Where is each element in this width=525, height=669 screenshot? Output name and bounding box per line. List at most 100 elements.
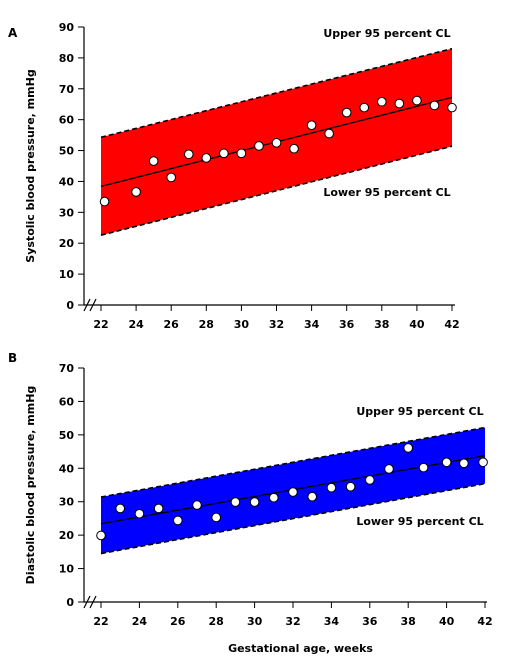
y-tick-label: 50 (59, 145, 75, 158)
y-tick-label: 90 (59, 21, 75, 34)
x-tick-label: 28 (199, 318, 214, 331)
x-tick-label: 36 (339, 318, 355, 331)
data-point (447, 102, 457, 113)
y-tick-label: 40 (59, 462, 75, 475)
data-point (307, 491, 318, 502)
data-point (394, 98, 405, 109)
x-tick-label: 38 (401, 615, 416, 628)
x-tick-label: 40 (439, 615, 455, 628)
data-point (183, 149, 194, 160)
data-point (478, 457, 488, 468)
axis-break-mark (89, 298, 97, 312)
data-point (459, 458, 469, 469)
lower-cl-line (100, 145, 453, 236)
upper-cl-label: Upper 95 percent CL (356, 405, 483, 418)
y-axis-label: Diastolic blood pressure, mmHg (24, 386, 37, 585)
data-point (269, 492, 279, 503)
x-tick-label: 22 (93, 615, 108, 628)
data-point (249, 497, 260, 507)
data-point (115, 503, 125, 514)
data-point (412, 95, 422, 106)
data-point (288, 487, 298, 497)
data-point (341, 107, 352, 118)
x-tick-label: 40 (409, 318, 425, 331)
data-point (166, 172, 176, 183)
y-tick-label: 60 (59, 114, 75, 127)
data-point (96, 530, 106, 541)
axis-break-mark (89, 595, 97, 609)
data-point (345, 481, 356, 492)
x-tick-label: 22 (93, 318, 108, 331)
x-tick-label: 38 (374, 318, 389, 331)
x-tick-label: 30 (247, 615, 263, 628)
y-tick-label: 80 (59, 52, 75, 65)
x-tick-label: 30 (234, 318, 250, 331)
data-point (173, 515, 183, 526)
upper-cl-label: Upper 95 percent CL (323, 27, 450, 40)
data-point (99, 196, 110, 207)
lower-cl-line (100, 482, 486, 555)
y-tick-label: 40 (59, 175, 75, 188)
data-point (134, 508, 145, 519)
x-tick-label: 42 (444, 318, 459, 331)
data-point (236, 148, 247, 159)
y-tick-label: 60 (59, 395, 75, 408)
panel-b: B 0 10 20 30 40 50 60 70 22 24 26 28 30 32 34 36 38 40 42 Di… (8, 351, 493, 655)
data-point (306, 120, 317, 131)
data-point (365, 475, 375, 485)
y-tick-label: 70 (59, 362, 75, 375)
x-tick-label: 24 (128, 318, 144, 331)
data-point (429, 100, 440, 111)
x-tick-label: 34 (324, 615, 340, 628)
x-tick-label: 24 (132, 615, 148, 628)
data-point (359, 102, 370, 113)
x-tick-label: 32 (269, 318, 284, 331)
x-tick-label: 32 (285, 615, 300, 628)
data-point (131, 187, 141, 197)
panel-letter: A (8, 26, 18, 40)
lower-cl-label: Lower 95 percent CL (323, 186, 450, 199)
y-tick-label: 30 (59, 496, 75, 509)
data-point (326, 482, 337, 493)
y-tick-label: 0 (66, 596, 74, 609)
data-point (403, 443, 414, 453)
data-point (230, 497, 241, 507)
data-point (219, 148, 229, 159)
x-tick-label: 36 (362, 615, 378, 628)
x-tick-label: 34 (304, 318, 320, 331)
x-tick-label: 42 (477, 615, 492, 628)
data-point (192, 500, 202, 510)
upper-cl-line (100, 47, 453, 139)
data-point (153, 503, 164, 514)
x-tick-label: 26 (170, 615, 186, 628)
panel-a: A 0 10 20 30 40 50 60 70 80 90 22 24 26 28 30 32 34 36 38 40… (8, 21, 460, 331)
data-point (324, 128, 334, 139)
data-point (148, 156, 159, 166)
y-tick-label: 20 (59, 237, 75, 250)
data-point (377, 96, 387, 107)
x-tick-label: 28 (209, 615, 224, 628)
y-tick-label: 50 (59, 429, 75, 442)
panel-letter: B (8, 351, 17, 365)
x-tick-label: 26 (164, 318, 180, 331)
y-tick-label: 10 (59, 268, 75, 281)
x-axis-label: Gestational age, weeks (228, 642, 373, 655)
y-axis-label: Systolic blood pressure, mmHg (24, 69, 37, 262)
y-tick-label: 70 (59, 83, 75, 96)
data-point (254, 141, 264, 151)
data-point (201, 153, 212, 163)
data-point (384, 464, 394, 474)
data-point (418, 462, 429, 473)
data-point (441, 457, 452, 468)
lower-cl-label: Lower 95 percent CL (356, 515, 483, 528)
axis-break-mark (83, 298, 91, 312)
upper-cl-line (100, 426, 486, 498)
y-tick-label: 0 (66, 299, 74, 312)
y-tick-label: 20 (59, 529, 75, 542)
data-point (271, 138, 282, 148)
y-tick-label: 10 (59, 563, 75, 576)
data-point (289, 143, 299, 154)
axis-break-mark (83, 595, 91, 609)
data-point (211, 512, 221, 523)
